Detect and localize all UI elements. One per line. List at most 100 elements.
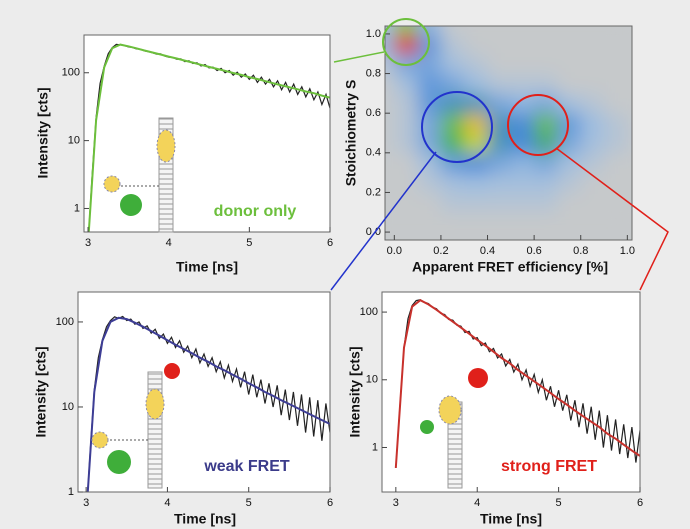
heatmap-cell [487,33,512,55]
heatmap-cell [440,53,465,75]
heatmap-cell [580,73,605,94]
heatmap-cell [604,192,628,213]
x-tick-label: 0.8 [573,245,588,257]
x-tick-label: 5 [556,497,562,509]
x-axis-label: Time [ns] [174,511,236,527]
y-axis-label: Intensity [cts] [33,346,49,437]
annotation: weak FRET [203,458,290,475]
dye [156,129,176,163]
heatmap-cell [440,113,465,134]
x-tick-label: 0.2 [433,245,448,257]
heatmap-cell [580,152,605,174]
heatmap-cell [394,192,419,213]
heatmap-cell [510,26,535,35]
series-group [86,315,330,492]
heatmap-cell [580,172,605,193]
heatmap-cell [510,53,535,75]
x-tick-label: 3 [85,237,91,249]
heatmap-cell [394,93,419,114]
heatmap-cell [557,133,582,154]
heatmap-cell [580,113,605,134]
heatmap-cell [534,152,558,174]
heatmap-cell [385,172,395,193]
heatmap-cell [557,73,582,94]
heatmap-cell [487,192,512,213]
heatmap-cell [510,133,535,154]
y-tick-label: 1 [74,202,80,214]
heatmap-cell [557,53,582,75]
heatmap-cell [385,26,395,35]
heatmap-cell [440,133,465,154]
connector [555,147,669,291]
heatmap-cell [510,192,535,213]
heatmap-cell [385,73,395,94]
donor [120,194,142,216]
y-tick-label: 1 [372,441,378,453]
y-tick-label: 100 [56,316,74,328]
heatmap-cell [487,152,512,174]
heatmap-cell [385,53,395,75]
population-circle [421,91,493,163]
y-axis-label: Stoichiometry S [343,80,359,187]
heatmap-cell [604,26,628,35]
donor [420,420,434,434]
heatmap-cell [510,73,535,94]
heatmap-cell [464,53,489,75]
heatmap-cell [487,93,512,114]
heatmap-cell [464,73,489,94]
heatmap-cell [385,212,395,233]
heatmap-cell [557,192,582,213]
heatmap-cell [394,172,419,193]
heatmap-cell [534,53,558,75]
heatmap-cell [464,26,489,35]
heatmap-cell [604,93,628,114]
heatmap-cell [394,33,419,55]
heatmap-cell [440,33,465,55]
heatmap-cell [557,93,582,114]
heatmap-cell [557,26,582,35]
series-group [87,43,330,232]
connector [333,51,385,63]
heatmap-cell [487,73,512,94]
heatmap-cell [487,26,512,35]
heatmap-cell [487,172,512,193]
annotation: strong FRET [501,458,597,475]
heatmap-cell [534,26,558,35]
heatmap-cell [385,93,395,114]
fit-line [86,316,330,492]
heatmap [385,26,628,233]
dye [145,388,165,420]
heatmap-cell [604,172,628,193]
heatmap-cell [487,133,512,154]
heatmap-cell [385,192,395,213]
annotation: donor only [214,203,297,220]
acceptor [164,363,180,379]
heatmap-cell [534,192,558,213]
heatmap-cell [394,133,419,154]
population-circle [507,94,569,156]
x-axis-label: Time [ns] [176,259,238,275]
y-tick-label: 1 [68,486,74,498]
heatmap-cell [580,212,605,233]
heatmap-clip [385,26,628,233]
heatmap-cell [394,53,419,75]
heatmap-cell [394,212,419,233]
heatmap-cell [417,53,442,75]
y-tick-label: 0.8 [366,67,381,79]
heatmap-cell [604,33,628,55]
heatmap-cell [464,113,489,134]
heatmap-cell [534,212,558,233]
donor [107,450,131,474]
heatmap-cell [557,33,582,55]
heatmap-cell [394,26,419,35]
panel: 3 4 5 6 1 10 100 Time [ns] Intensity [cts] weak F… [33,291,333,527]
heatmap-cell [510,152,535,174]
y-tick-label: 100 [360,306,378,318]
heatmap-cell [604,152,628,174]
x-tick-label: 3 [393,497,399,509]
heatmap-cell [440,73,465,94]
heatmap-cell [394,73,419,94]
plot-frame [77,291,331,493]
heatmap-cell [440,152,465,174]
